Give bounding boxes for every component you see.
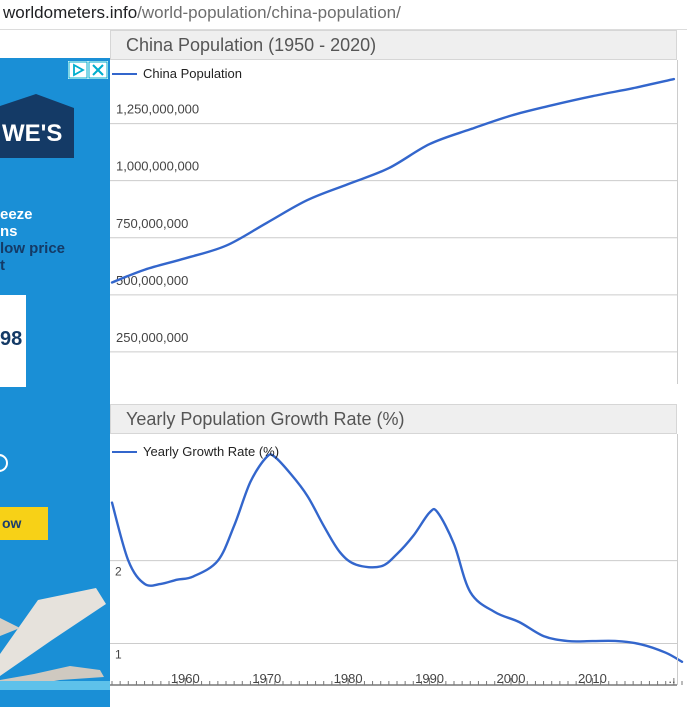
close-icon[interactable] <box>88 61 108 79</box>
data-point[interactable] <box>110 500 115 506</box>
series-points <box>110 454 685 665</box>
url-host: worldometers.info <box>3 3 138 22</box>
data-point[interactable] <box>630 85 636 91</box>
x-tick-label: 1960 <box>171 671 200 686</box>
y-tick-label: 1,250,000,000 <box>116 102 199 117</box>
data-point[interactable] <box>467 589 473 595</box>
brand-logo-text: WE'S <box>2 120 62 147</box>
y-tick-label: 1 <box>115 648 122 662</box>
y-tick-label: 250,000,000 <box>116 330 188 345</box>
data-point[interactable] <box>508 113 514 119</box>
data-point[interactable] <box>142 267 148 273</box>
population-chart-panel: China Population (1950 - 2020) 250,000,0… <box>110 30 687 384</box>
url-path: /world-population/china-population/ <box>137 3 401 22</box>
data-point[interactable] <box>142 581 148 587</box>
data-point[interactable] <box>190 573 196 579</box>
data-point[interactable] <box>679 659 685 665</box>
data-point[interactable] <box>427 510 433 516</box>
y-tick-label: 2 <box>115 565 122 579</box>
data-point[interactable] <box>614 638 620 644</box>
data-point[interactable] <box>353 562 359 568</box>
x-tick-label: 1980 <box>334 671 363 686</box>
population-chart-title: China Population (1950 - 2020) <box>110 30 677 60</box>
data-point[interactable] <box>378 563 384 569</box>
x-tick-label: 1970 <box>252 671 281 686</box>
data-point[interactable] <box>321 523 327 529</box>
series-line[interactable] <box>110 77 676 284</box>
data-point[interactable] <box>435 510 441 516</box>
data-point[interactable] <box>589 93 595 99</box>
data-point[interactable] <box>451 541 457 547</box>
growth-chart-panel: Yearly Population Growth Rate (%) 1 2 1960… <box>110 404 687 707</box>
data-point[interactable] <box>565 638 571 644</box>
price-card <box>0 295 26 387</box>
ceiling-fan-image <box>0 588 110 707</box>
data-point[interactable] <box>638 641 644 647</box>
x-axis-minor-ticks <box>111 678 683 685</box>
data-point[interactable] <box>671 76 677 82</box>
data-point[interactable] <box>223 243 229 249</box>
x-tick-label-truncated: .. <box>668 671 675 686</box>
data-point[interactable] <box>125 558 131 564</box>
data-point[interactable] <box>304 493 310 499</box>
y-tick-label: 750,000,000 <box>116 216 188 231</box>
ad-tagline-line-3: low price <box>0 240 66 257</box>
series-line[interactable] <box>110 453 684 663</box>
data-point[interactable] <box>589 638 595 644</box>
x-tick-label: 2010 <box>578 671 607 686</box>
data-point[interactable] <box>492 609 498 615</box>
population-chart[interactable]: 250,000,000 500,000,000 750,000,000 1,000,0… <box>110 60 687 384</box>
growth-chart-title: Yearly Population Growth Rate (%) <box>110 404 677 434</box>
data-point[interactable] <box>337 549 343 555</box>
data-point[interactable] <box>182 255 188 261</box>
ad-price: 98 <box>0 328 23 350</box>
data-point[interactable] <box>345 181 351 187</box>
growth-chart[interactable]: 1 2 1960 1970 1980 1990 2000 2010 .. Yearly Growt… <box>110 434 687 707</box>
x-tick-label: 1990 <box>415 671 444 686</box>
data-point[interactable] <box>516 619 522 625</box>
data-point[interactable] <box>158 581 164 587</box>
data-point[interactable] <box>304 197 310 203</box>
data-point[interactable] <box>247 479 253 485</box>
x-tick-label: 2000 <box>497 671 526 686</box>
ad-tagline-line-2: ns <box>0 223 18 240</box>
data-point[interactable] <box>174 577 180 583</box>
data-point[interactable] <box>386 165 392 171</box>
data-point[interactable] <box>410 533 416 539</box>
y-tick-label: 1,000,000,000 <box>116 159 199 174</box>
ad-radio-dot[interactable] <box>0 454 8 472</box>
data-point[interactable] <box>231 523 237 529</box>
data-point[interactable] <box>549 102 555 108</box>
legend-label: China Population <box>143 66 242 81</box>
data-point[interactable] <box>663 650 669 656</box>
data-point[interactable] <box>394 551 400 557</box>
brand-logo: WE'S <box>0 94 74 158</box>
data-point[interactable] <box>427 141 433 147</box>
data-point[interactable] <box>264 220 270 226</box>
legend-label: Yearly Growth Rate (%) <box>143 444 279 459</box>
data-point[interactable] <box>288 471 294 477</box>
advertisement[interactable]: WE'S eeze ns low price t 98 ow <box>0 58 110 707</box>
ad-tagline-line-4: t <box>0 257 5 274</box>
adchoices-icon[interactable] <box>68 61 88 79</box>
address-bar[interactable]: worldometers.info/world-population/china… <box>0 0 687 30</box>
data-point[interactable] <box>215 558 221 564</box>
data-point[interactable] <box>541 633 547 639</box>
ad-tagline-line-1: eeze <box>0 206 33 223</box>
ad-badge[interactable] <box>68 61 108 79</box>
data-point[interactable] <box>467 126 473 132</box>
ad-cta-button[interactable]: ow <box>0 507 48 540</box>
y-tick-label: 500,000,000 <box>116 273 188 288</box>
